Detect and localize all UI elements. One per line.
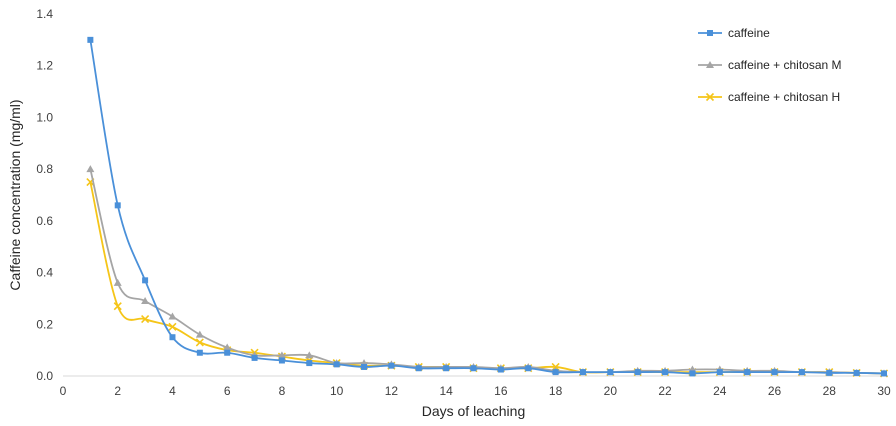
y-tick-label: 1.4	[36, 7, 53, 21]
x-tick-label: 2	[114, 384, 121, 398]
data-point	[634, 369, 641, 376]
series-group	[86, 178, 889, 378]
data-point	[333, 361, 340, 368]
data-point	[195, 338, 204, 347]
data-point	[470, 365, 477, 372]
data-point	[744, 369, 751, 376]
data-point	[168, 312, 177, 320]
y-tick-label: 1.2	[36, 59, 53, 73]
x-tick-label: 8	[279, 384, 286, 398]
data-point	[223, 343, 232, 351]
data-point	[87, 36, 94, 43]
data-point	[689, 370, 696, 377]
data-point	[86, 165, 95, 173]
data-point	[278, 357, 285, 364]
data-point	[826, 369, 833, 376]
x-tick-label: 10	[330, 384, 344, 398]
legend-label: caffeine + chitosan H	[728, 90, 840, 104]
data-point	[415, 365, 422, 372]
x-tick-label: 14	[439, 384, 453, 398]
data-point	[141, 315, 150, 324]
legend-marker	[705, 92, 715, 102]
series-group	[87, 36, 887, 377]
data-point	[881, 370, 887, 377]
data-point	[196, 349, 203, 356]
x-tick-label: 26	[768, 384, 782, 398]
data-point	[497, 366, 504, 373]
data-point	[114, 202, 121, 209]
series-layer	[86, 36, 889, 378]
data-point	[607, 369, 614, 376]
y-tick-label: 0.0	[36, 369, 53, 383]
x-tick-label: 16	[494, 384, 508, 398]
data-point	[251, 354, 258, 361]
x-axis-ticks: 0 2 4 6 8 10 12 14 16 18 20 22 24 26 28 30	[60, 384, 891, 398]
legend-item: caffeine + chitosan H	[698, 90, 840, 104]
x-tick-label: 24	[713, 384, 727, 398]
data-point	[388, 362, 395, 369]
data-point	[305, 351, 314, 359]
x-tick-label: 22	[658, 384, 672, 398]
data-point	[306, 360, 313, 367]
y-tick-label: 0.4	[36, 266, 53, 280]
x-tick-label: 0	[60, 384, 67, 398]
x-axis-title: Days of leaching	[422, 403, 526, 419]
series-line	[89, 168, 885, 375]
x-tick-label: 6	[224, 384, 231, 398]
y-axis-title: Caffeine concentration (mg/ml)	[7, 99, 23, 290]
data-point	[662, 369, 669, 376]
data-point	[552, 369, 559, 376]
data-point	[224, 349, 231, 356]
legend-item: caffeine + chitosan M	[698, 58, 842, 72]
y-tick-label: 0.6	[36, 214, 53, 228]
y-tick-label: 0.2	[36, 317, 53, 331]
legend: caffeine caffeine + chitosan M caffeine + …	[698, 26, 842, 104]
legend-marker	[706, 61, 714, 68]
legend-marker	[707, 30, 713, 36]
x-tick-label: 12	[385, 384, 399, 398]
data-point	[277, 351, 286, 359]
data-point	[168, 322, 177, 331]
x-tick-label: 18	[549, 384, 563, 398]
y-tick-label: 1.0	[36, 110, 53, 124]
y-tick-label: 0.8	[36, 162, 53, 176]
x-tick-label: 28	[823, 384, 837, 398]
x-tick-label: 30	[877, 384, 891, 398]
legend-label: caffeine	[728, 26, 770, 40]
data-point	[142, 277, 149, 284]
data-point	[443, 365, 450, 372]
data-point	[771, 369, 778, 376]
data-point	[113, 278, 122, 286]
data-point	[195, 330, 204, 338]
data-point	[113, 302, 122, 311]
data-point	[716, 369, 723, 376]
x-tick-label: 20	[604, 384, 618, 398]
data-point	[361, 363, 368, 370]
data-point	[853, 369, 860, 376]
data-point	[579, 369, 586, 376]
data-point	[141, 297, 150, 305]
legend-label: caffeine + chitosan M	[728, 58, 842, 72]
series-line	[89, 181, 885, 375]
x-tick-label: 4	[169, 384, 176, 398]
data-point	[525, 365, 532, 372]
data-point	[798, 369, 805, 376]
data-point	[169, 334, 176, 341]
y-axis-ticks: 0.0 0.2 0.4 0.6 0.8 1.0 1.2 1.4	[36, 7, 53, 383]
legend-item: caffeine	[698, 26, 770, 40]
